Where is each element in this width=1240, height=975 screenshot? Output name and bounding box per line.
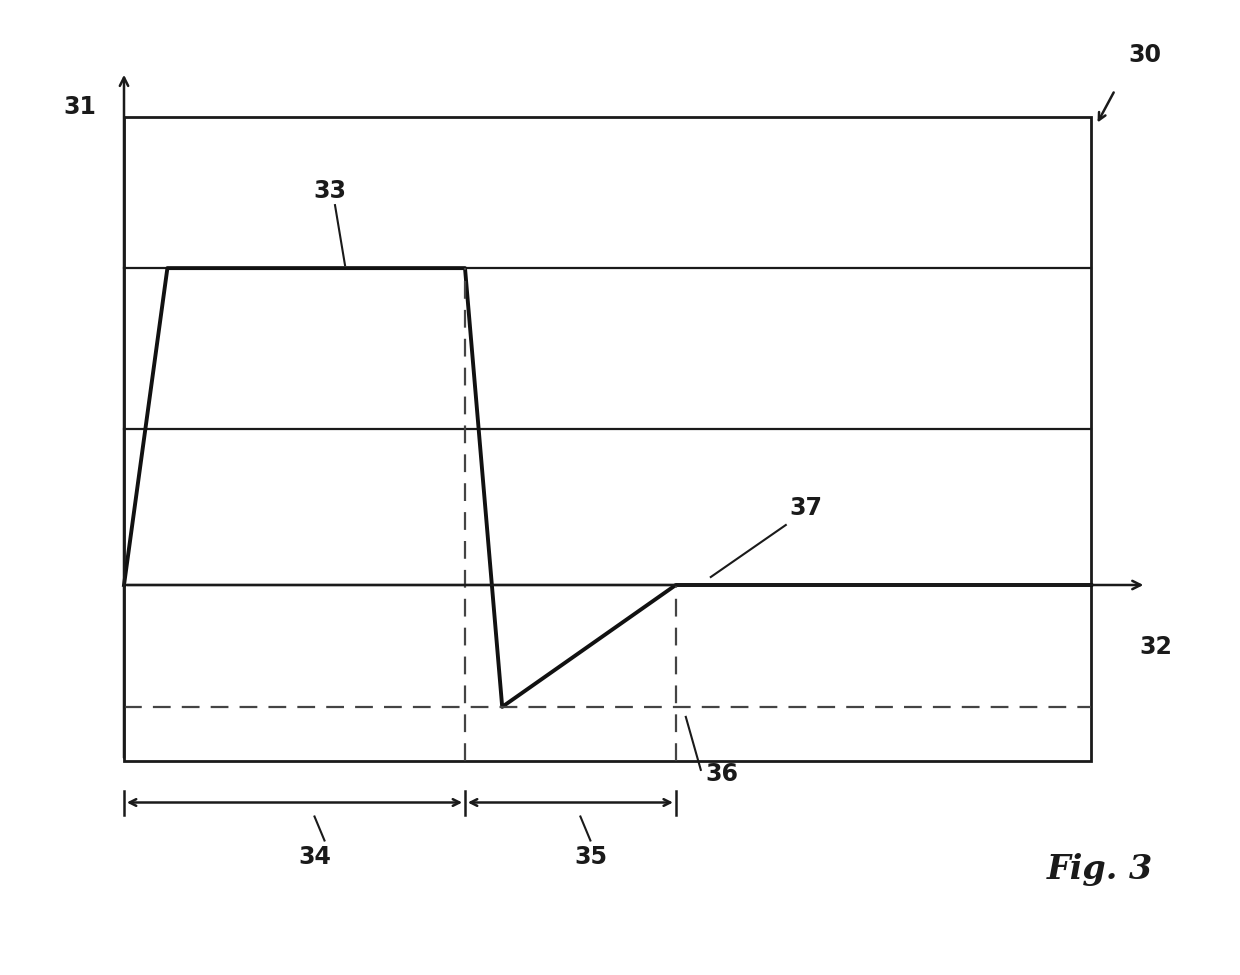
Text: 37: 37 [790,496,822,520]
Text: 35: 35 [574,844,606,869]
Text: 30: 30 [1128,43,1162,67]
Text: 36: 36 [706,761,739,786]
Text: 33: 33 [314,179,346,203]
Text: 32: 32 [1140,635,1173,659]
Bar [124,117,1091,760]
Text: Fig. 3: Fig. 3 [1047,853,1153,886]
Text: 34: 34 [298,844,331,869]
Text: 31: 31 [63,95,95,119]
